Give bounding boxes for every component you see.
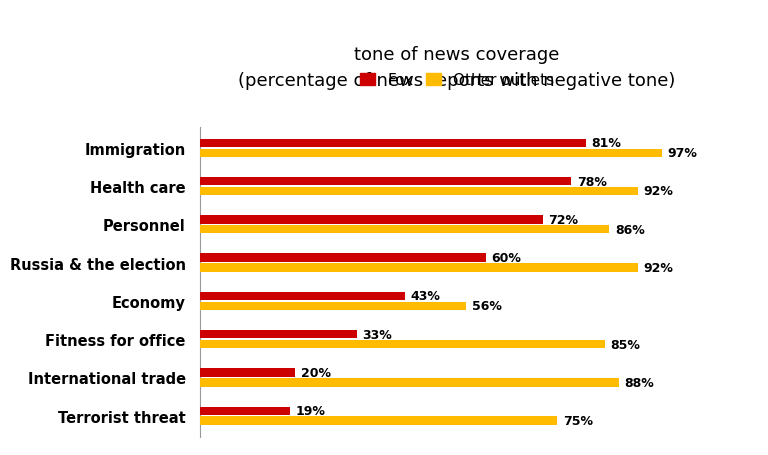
Text: 97%: 97%: [667, 147, 697, 160]
Text: 56%: 56%: [472, 300, 502, 313]
Text: 19%: 19%: [296, 404, 326, 417]
Text: 78%: 78%: [577, 175, 607, 188]
Text: 85%: 85%: [611, 338, 641, 351]
Text: 60%: 60%: [492, 252, 521, 264]
Bar: [200, 216, 543, 224]
Text: 86%: 86%: [615, 223, 645, 236]
Text: 72%: 72%: [548, 213, 578, 226]
Bar: [200, 302, 466, 310]
Bar: [200, 330, 357, 339]
Bar: [200, 379, 619, 387]
Bar: [200, 177, 571, 186]
Text: 81%: 81%: [591, 137, 621, 150]
Text: 33%: 33%: [362, 328, 392, 341]
Text: 92%: 92%: [644, 185, 674, 198]
Bar: [200, 292, 405, 300]
Bar: [200, 340, 604, 349]
Bar: [200, 187, 638, 196]
Bar: [200, 226, 610, 234]
Bar: [200, 149, 662, 157]
Text: 75%: 75%: [563, 414, 593, 427]
Title: tone of news coverage
(percentage of news reports with negative tone): tone of news coverage (percentage of new…: [238, 46, 676, 90]
Bar: [200, 407, 290, 415]
Text: 43%: 43%: [410, 290, 440, 303]
Bar: [200, 254, 485, 262]
Bar: [200, 369, 295, 377]
Bar: [200, 417, 557, 425]
Text: 20%: 20%: [301, 366, 331, 379]
Legend: Fox, Other outlets: Fox, Other outlets: [353, 67, 561, 94]
Text: 92%: 92%: [644, 262, 674, 274]
Bar: [200, 264, 638, 272]
Bar: [200, 139, 585, 147]
Text: 88%: 88%: [624, 376, 654, 389]
